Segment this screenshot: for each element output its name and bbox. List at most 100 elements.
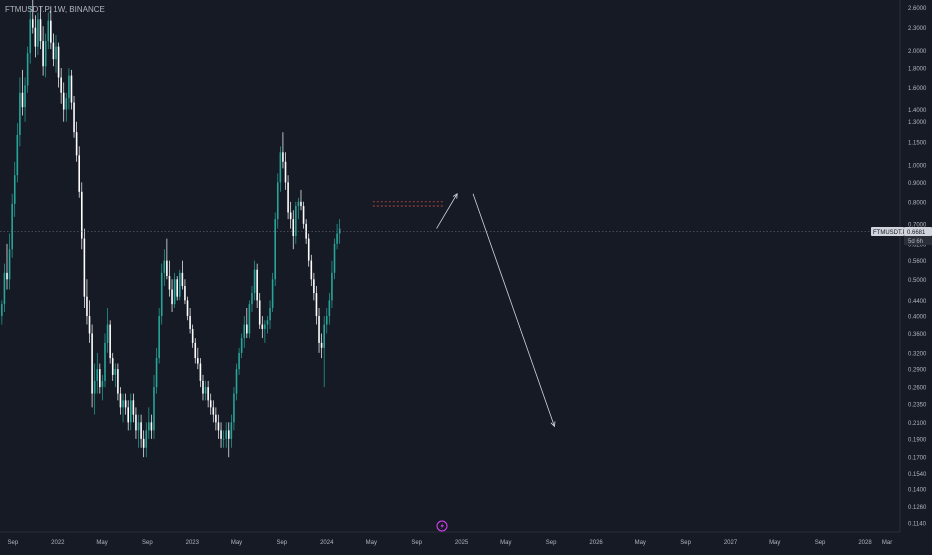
candle-body [243,324,246,339]
candle-body [197,358,199,364]
price-tick-label: 0.3200 [908,351,927,357]
time-tick-label: 2026 [589,540,603,546]
time-tick-label: May [96,540,107,546]
candle-body [295,205,297,237]
price-tick-label: 1.6000 [908,86,927,92]
candle-body [158,316,160,359]
candle-body [62,92,65,110]
candle-body [21,92,24,108]
candle-body [336,233,338,244]
candle-body [153,387,155,431]
time-tick-label: May [366,540,377,546]
candle-body [104,342,106,381]
time-tick-label: May [635,540,646,546]
candle-body [248,304,251,334]
candle-body [289,212,292,220]
candle-body [186,300,189,317]
time-tick-label: Sep [8,540,19,546]
price-tick-label: 0.5600 [908,259,927,265]
candle-body [8,249,11,280]
candle-body [52,42,55,60]
price-tick-label: 2.3000 [908,26,927,32]
candle-body [135,414,137,431]
candle-body [75,132,78,156]
candle-body [318,316,320,343]
candle-body [184,286,186,301]
candle-body [101,380,104,388]
candle-body [204,387,207,394]
candle-body [109,324,111,359]
candle-body [140,422,142,439]
candle-body [258,300,261,325]
candle-body [191,328,194,343]
time-tick-label: 2028 [858,540,872,546]
candle-body [302,205,305,224]
candle-body [202,380,204,394]
time-tick-label: Sep [815,540,826,546]
candle-body [42,41,44,67]
current-price-label: FTMUSDT.P 0.6681 5d 6h [871,227,932,246]
projection-arrow-down-head [550,421,556,428]
time-tick-label: May [231,540,242,546]
candle-body [26,53,29,86]
candle-body [297,201,300,206]
projection-arrow-down [472,193,555,427]
candle-body [150,422,153,431]
candle-body [57,46,60,78]
candle-body [222,438,225,440]
candle-body [31,19,34,28]
candle-body [127,407,130,423]
candle-body [292,219,295,237]
price-label-countdown-bg [904,236,932,246]
time-tick-label: 2023 [186,540,200,546]
candle-body [11,203,13,250]
time-tick-label: Sep [411,540,422,546]
lightning-bolt-icon[interactable] [436,520,448,532]
candle-body [310,260,313,280]
price-label-value-bg [904,227,932,237]
candle-body [148,422,150,431]
candle-body [333,243,336,273]
candle-body [279,152,282,183]
candle-body [37,19,39,47]
price-tick-label: 2.6000 [908,6,927,12]
price-tick-label: 0.2600 [908,386,927,392]
candle-body [55,46,57,60]
price-label-countdown: 5d 6h [908,239,923,245]
time-tick-label: Sep [680,540,691,546]
time-axis[interactable]: Sep 2022 May Sep 2023 May Sep 2024 May Sep 2025 May… [8,540,893,546]
candle-body [320,342,323,348]
price-tick-label: 1.0000 [908,164,927,170]
candle-body [106,324,109,343]
time-tick-label: 2025 [455,540,469,546]
projection-arrow-up-head [452,192,458,199]
candle-body [240,338,243,353]
candle-body [168,276,171,290]
candle-body [166,260,168,277]
candle-body [325,316,328,325]
candle-body [207,387,209,401]
candle-body [122,400,124,408]
candle-body [117,369,119,394]
candle-body [119,393,122,408]
candle-body [178,272,181,297]
candle-body [91,333,93,394]
candle-body [163,260,166,273]
candle-body [96,369,99,381]
candle-body [271,279,274,309]
candle-body [88,316,91,334]
candle-body [60,77,62,93]
time-tick-label: May [769,540,780,546]
price-tick-label: 0.4400 [908,299,927,305]
candle-body [111,358,114,375]
candle-body [34,27,37,47]
price-axis[interactable]: 2.6000 2.3000 2.0000 1.8000 1.6000 1.4000 1.30… [908,6,927,528]
price-tick-label: 0.2900 [908,368,927,374]
tv-lightning-icon[interactable] [436,520,448,532]
candle-body [70,75,73,103]
candle-body [160,272,163,317]
candle-body [209,400,212,408]
candle-body [338,228,341,234]
candle-body [50,20,52,43]
